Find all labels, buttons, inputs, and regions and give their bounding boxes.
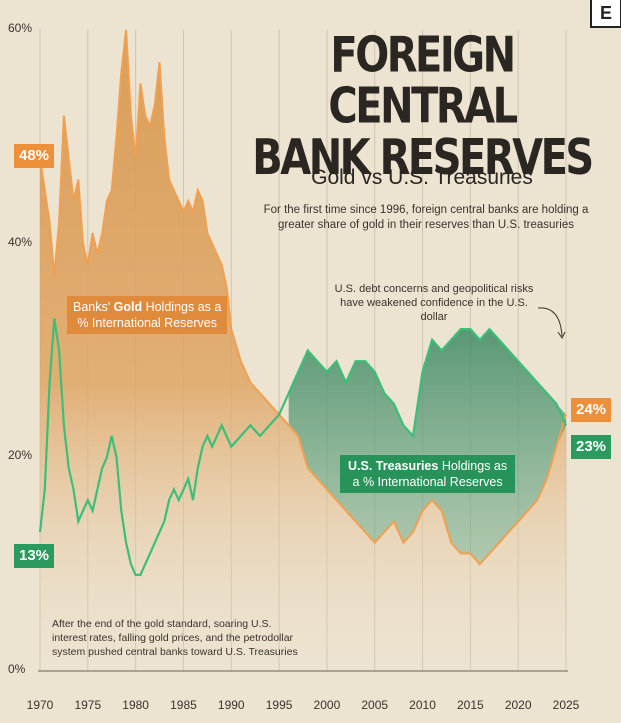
treasury-end-badge: 23% xyxy=(571,435,612,459)
brand-logo: E xyxy=(590,0,621,28)
x-tick-label: 1970 xyxy=(26,698,54,712)
treasury-gap-area xyxy=(288,329,566,565)
history-annotation: After the end of the gold standard, soar… xyxy=(52,618,298,658)
y-tick-label: 60% xyxy=(8,21,33,35)
treas-label-line2: a % International Reserves xyxy=(352,475,503,489)
gold-series-line xyxy=(39,29,567,566)
debt-annotation: U.S. debt concerns and geopolitical risk… xyxy=(334,283,534,323)
x-tick-label: 1985 xyxy=(170,698,197,712)
gold-start-badge: 48% xyxy=(14,144,55,168)
treas-label-bold: U.S. Treasuries xyxy=(348,459,439,473)
page-title: FOREIGN CENTRAL BANK RESERVES xyxy=(236,30,608,184)
subtitle: Gold vs U.S. Treasuries xyxy=(311,166,533,189)
x-tick-label: 2015 xyxy=(457,698,484,712)
description: For the first time since 1996, foreign c… xyxy=(263,204,589,231)
gold-label-post: Holdings as a xyxy=(145,300,222,314)
title-line-1: FOREIGN CENTRAL xyxy=(328,27,518,135)
gold-end-badge: 24% xyxy=(571,398,612,422)
x-tick-label: 2020 xyxy=(504,698,532,712)
x-tick-label: 2005 xyxy=(361,698,389,712)
gold-label-pre: Banks' xyxy=(73,300,111,314)
gold-series-label: Banks' Gold Holdings as a % Internationa… xyxy=(67,296,228,334)
treas-label-post: Holdings as xyxy=(441,459,508,473)
gold-label-bold: Gold xyxy=(113,300,143,314)
x-tick-label: 1990 xyxy=(217,698,245,712)
debt-arrow-icon xyxy=(537,307,566,339)
x-tick-label: 2000 xyxy=(313,698,341,712)
title-line-2: BANK RESERVES xyxy=(252,130,594,187)
x-tick-label: 1975 xyxy=(74,698,102,712)
gold-area xyxy=(40,30,566,671)
treasury-series-label: U.S. Treasuries Holdings as a % Internat… xyxy=(340,455,516,493)
y-tick-label: 40% xyxy=(8,234,33,249)
treasury-start-badge: 13% xyxy=(14,544,55,568)
treasury-series-line xyxy=(38,318,568,577)
x-tick-label: 1980 xyxy=(122,698,149,712)
x-tick-label: 2010 xyxy=(409,698,436,712)
x-tick-label: 2025 xyxy=(552,698,580,712)
gold-label-line2: % International Reserves xyxy=(77,316,217,330)
x-tick-label: 1995 xyxy=(265,698,293,712)
y-tick-label: 20% xyxy=(8,448,33,463)
y-tick-label: 0% xyxy=(8,662,26,676)
